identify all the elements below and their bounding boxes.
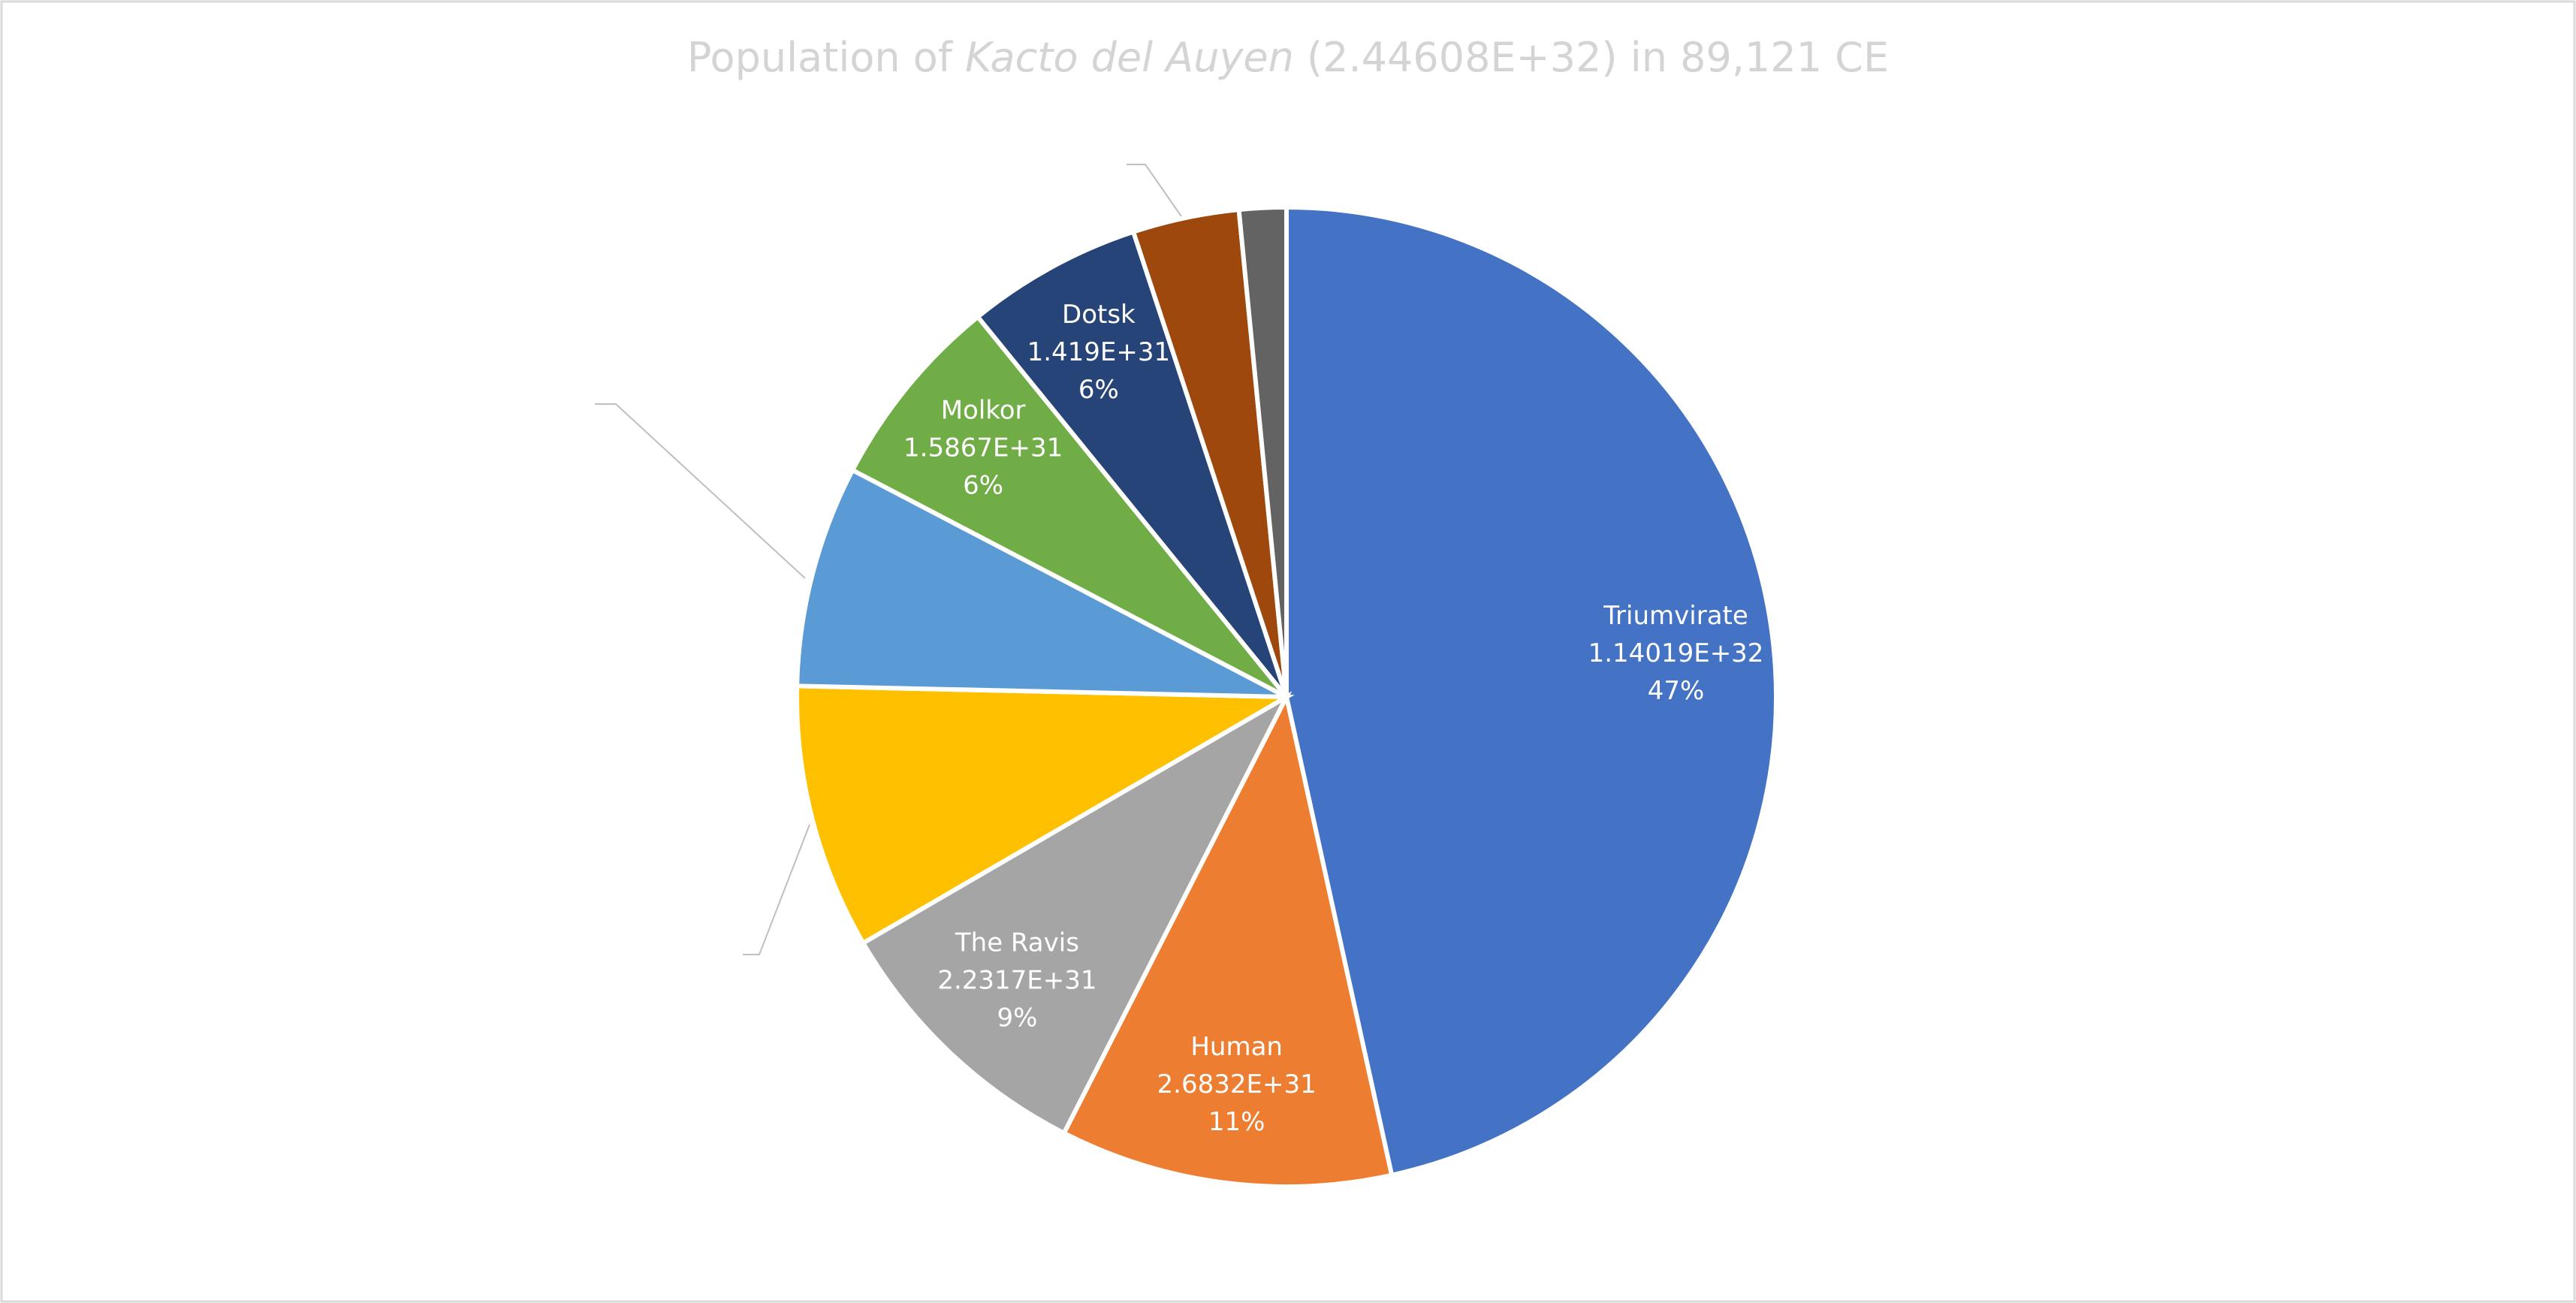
slice-percent: 47% [1648, 676, 1705, 706]
pie-slice [1284, 204, 1778, 1178]
title-italic: Kacto del Auyen [965, 34, 1294, 81]
slice-name: Human [1190, 1032, 1283, 1062]
slice-percent: 6% [1078, 375, 1119, 405]
pie-slice [849, 313, 1289, 699]
leader-line [595, 403, 806, 579]
pie-slice [1236, 204, 1289, 698]
slice-value: 1.419E+31 [1027, 337, 1171, 367]
leader-lines [595, 164, 1184, 955]
pie-slice [974, 228, 1289, 698]
title-part: (2.44608E+32) in 89,121 CE [1294, 34, 1889, 81]
slice-name: Triumvirate [1603, 601, 1748, 631]
slice-value: 1.5867E+31 [903, 433, 1063, 463]
pie-slice [860, 691, 1293, 1136]
slice-name: Dotsk [1062, 300, 1136, 330]
slice-percent: 6% [963, 470, 1003, 500]
leader-line [1127, 164, 1184, 219]
pie-slice [795, 683, 1295, 946]
pie-slice [795, 466, 1288, 699]
slice-value: 2.2317E+31 [937, 965, 1096, 995]
title-part: Population of [687, 34, 965, 81]
slice-value: 1.14019E+32 [1588, 638, 1764, 668]
chart-title: Population of Kacto del Auyen (2.44608E+… [687, 34, 1889, 81]
slice-percent: 9% [997, 1003, 1037, 1033]
slice-name: The Ravis [955, 927, 1079, 958]
leader-line [743, 824, 810, 955]
slice-percent: 11% [1208, 1107, 1265, 1137]
slice-value: 2.6832E+31 [1157, 1069, 1317, 1099]
slice-name: Molkor [941, 395, 1026, 425]
pie-slice [1060, 690, 1395, 1189]
